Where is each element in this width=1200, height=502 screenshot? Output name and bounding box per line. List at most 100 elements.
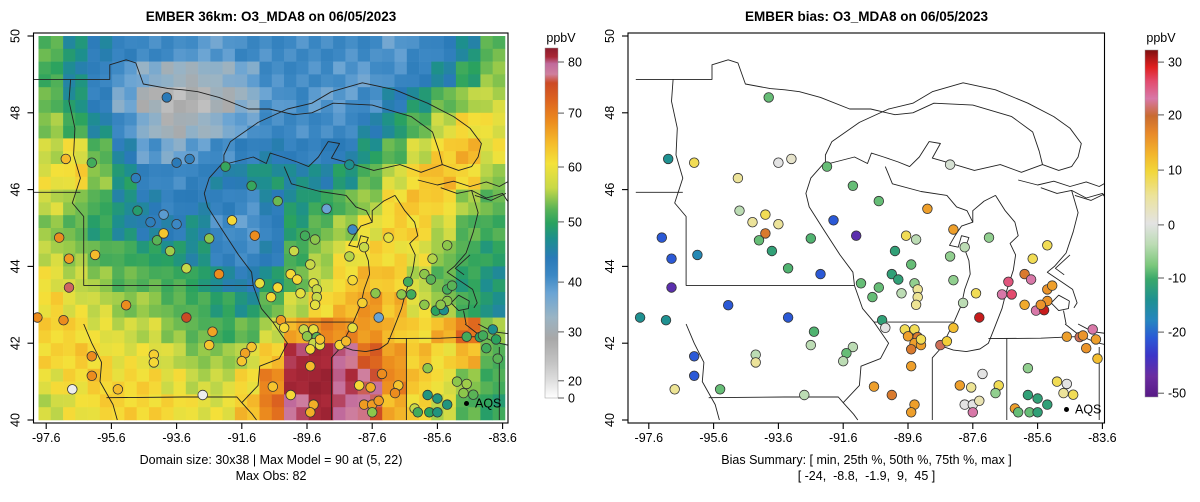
station-dot [692,249,703,261]
station-dot [656,232,668,243]
x-tick-label: -91.6 [829,431,858,445]
station-dot [922,203,933,215]
station-dot [773,157,784,168]
y-tick-label: 44 [603,259,617,273]
x-tick-label: -87.6 [959,431,988,445]
station-dot [666,253,677,264]
station-dot [974,312,985,323]
station-dot [805,233,817,244]
station-dot [164,245,176,257]
station-dot [226,215,238,226]
x-tick-label: -97.6 [32,431,61,445]
station-dot [689,157,700,168]
x-tick-label: -93.6 [162,431,191,445]
station-dot [966,382,977,393]
station-dot [442,240,453,251]
station-dot [967,407,979,418]
colorbar: 80 70 60 50 40 30 20 0 [544,47,582,406]
station-dot [461,331,472,342]
y-tick-label: 46 [9,183,23,197]
station-dot [851,230,862,241]
station-dot [203,339,215,351]
station-dot [477,330,489,341]
station-dot [838,356,849,367]
station-dot [321,203,332,215]
x-tick-label: -93.6 [764,431,793,445]
y-tick-label: 48 [603,106,617,120]
station-dot [406,289,417,300]
station-dot [1051,376,1063,387]
station-dot [158,209,169,220]
station-dot [873,282,885,293]
station-dot [1042,240,1053,251]
colorbar-tick-label: -50 [1168,387,1186,401]
station-dot [305,407,316,418]
station-dot [974,395,985,407]
aqs-legend-left: AQS [464,396,501,411]
station-dot [734,205,745,216]
station-dot [1013,407,1024,418]
right-colorbar-title: ppbV [1146,31,1176,45]
station-dot [915,334,927,345]
station-dot [1032,407,1043,418]
station-dot [941,336,953,347]
station-dot [86,351,98,362]
x-tick-label: -85.6 [1023,431,1052,445]
colorbar-tick-label: 20 [568,374,582,388]
colorbar-tick-label: 60 [568,161,582,175]
station-dot [279,322,290,334]
y-tick-label: 50 [9,29,23,43]
station-dot [370,288,381,299]
station-dot [285,389,296,401]
station-dot [292,274,303,285]
colorbar-tick-label: 0 [568,392,575,406]
station-dot [236,356,248,367]
station-dot [944,251,956,262]
station-dot [900,230,912,241]
station-dot [906,361,917,372]
station-dot [689,351,700,362]
station-dot [357,297,368,309]
station-dot [402,276,414,288]
station-dot [373,312,384,323]
station-dot [948,224,959,235]
station-dot [906,344,917,355]
station-dot [1090,334,1102,345]
station-dot [1025,274,1037,285]
station-dot [358,241,370,253]
station-dot [1003,276,1014,288]
station-dot [347,322,358,334]
station-dot [365,382,376,393]
x-tick-label: -87.6 [358,431,387,445]
station-dot [669,384,680,395]
station-dot [487,324,499,335]
y-tick-label: 42 [603,336,617,350]
station-dot [753,235,765,246]
station-dot [446,280,458,291]
station-dot [181,312,192,323]
station-dot [763,92,774,103]
station-dot [957,297,969,309]
x-tick-label: -83.6 [1088,431,1117,445]
station-dot [299,230,311,241]
station-dot [660,315,672,326]
station-dot [880,322,891,334]
aqs-dot-icon [1064,407,1069,413]
colorbar-tick-label: 40 [568,276,582,290]
y-tick-label: 46 [603,183,617,197]
station-dot [910,299,922,311]
y-tick-label: 40 [603,413,617,427]
station-dot [314,334,326,345]
bias-summary-values-text: [ -24, -8.8, -1.9, 9, 45 ] [797,469,936,483]
station-dot [799,389,810,401]
x-tick-label: -83.6 [488,431,517,445]
right-panel-title: EMBER bias: O3_MDA8 on 06/05/2023 [744,9,989,24]
colorbar-tick-label: 0 [1168,218,1175,232]
model-raster [38,36,506,421]
station-dot [855,278,867,289]
station-dot [181,263,192,274]
station-dots [634,92,1103,418]
basemap-outlines [635,59,1105,421]
station-dot [305,259,316,270]
colorbar-tick-label: 30 [1168,56,1182,70]
